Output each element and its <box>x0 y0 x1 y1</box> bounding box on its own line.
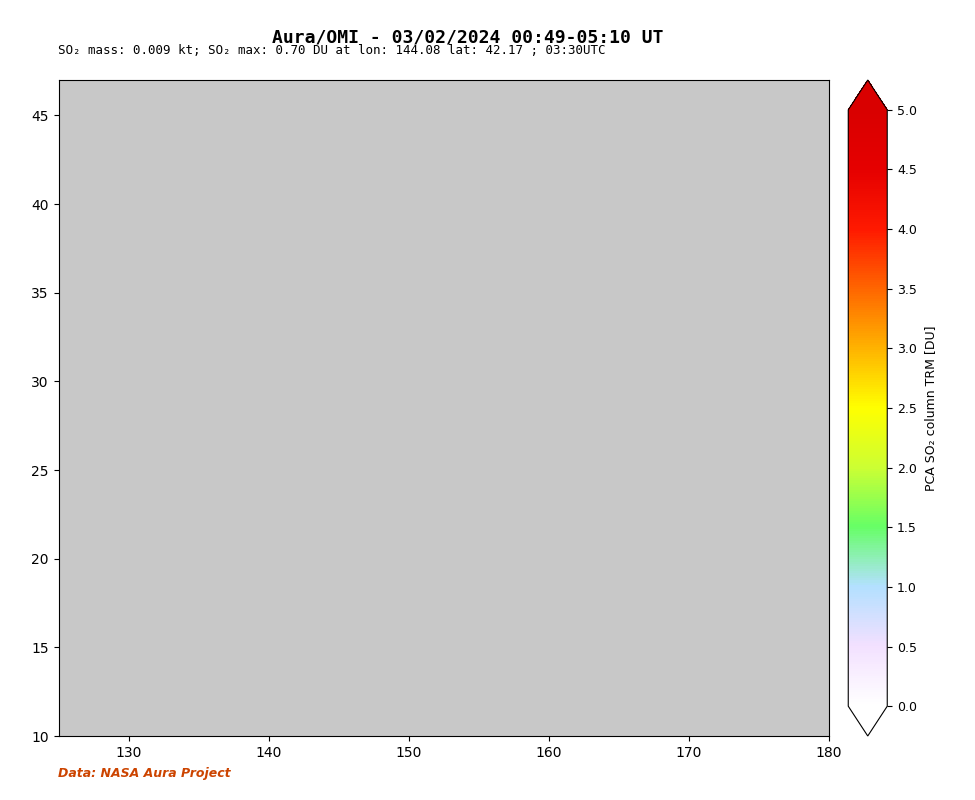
PathPatch shape <box>848 706 887 736</box>
Text: SO₂ mass: 0.009 kt; SO₂ max: 0.70 DU at lon: 144.08 lat: 42.17 ; 03:30UTC: SO₂ mass: 0.009 kt; SO₂ max: 0.70 DU at … <box>58 44 606 57</box>
Text: Aura/OMI - 03/02/2024 00:49-05:10 UT: Aura/OMI - 03/02/2024 00:49-05:10 UT <box>272 28 664 46</box>
Y-axis label: PCA SO₂ column TRM [DU]: PCA SO₂ column TRM [DU] <box>924 326 937 490</box>
Text: Data: NASA Aura Project: Data: NASA Aura Project <box>58 767 231 780</box>
PathPatch shape <box>848 80 887 110</box>
